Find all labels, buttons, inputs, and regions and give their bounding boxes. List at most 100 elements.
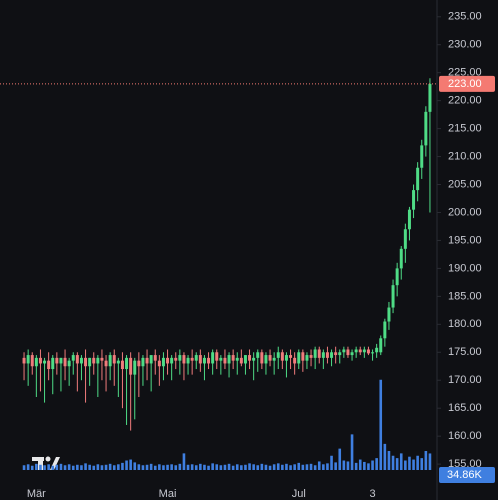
volume-bar [158,464,161,470]
candle-body [375,347,379,353]
volume-bar [182,453,186,470]
candle-body [141,357,145,367]
candle-body [43,360,47,364]
candle-body [96,357,100,364]
volume-bar [67,464,71,470]
volume-bar [55,464,59,470]
candle-body [79,357,83,364]
volume-bar [211,463,214,470]
volume-bar [408,456,411,470]
candle-body [125,357,129,370]
candle-body [256,352,260,358]
volume-bar [252,464,255,470]
candle-body [338,352,342,356]
candle-body [88,357,92,367]
volume-bar [215,464,219,470]
volume-bar [186,464,190,470]
volume-bar [326,463,329,470]
y-tick-label: 170.00 [448,374,482,386]
candle-body [407,209,411,230]
volume-bar [194,465,198,470]
volume-bar [174,465,178,470]
candle-body [424,111,428,146]
candle-body [34,357,38,367]
volume-bar [35,463,38,470]
volume-bar [112,465,116,470]
candle-body [178,355,182,361]
candle-body [161,357,165,367]
volume-bar [125,460,128,470]
volume-bar [84,463,87,470]
candle-body [293,357,297,364]
volume-bar [375,458,378,470]
volume-bar [199,463,202,470]
volume-bar [63,465,67,470]
volume-bar [145,464,149,470]
volume-bar [268,465,272,470]
volume-bar [231,465,235,470]
volume-bar [235,464,239,470]
volume-bar [133,462,137,470]
volume-bar [108,463,112,470]
candle-body [55,357,59,364]
candle-body [362,349,366,353]
volume-bar [342,460,346,470]
volume-bar [244,464,247,470]
y-tick-label: 205.00 [448,178,482,190]
volume-bar [371,460,374,470]
candle-body [297,352,301,364]
candle-body [330,352,334,358]
candle-body [84,357,88,367]
volume-bar [92,465,96,470]
y-tick-label: 190.00 [448,262,482,274]
volume-bar [367,463,370,470]
candle-body [51,357,55,370]
candle-body [227,355,231,364]
candle-body [166,357,170,364]
volume-bar [178,463,182,470]
candle-body [276,352,280,358]
candle-body [379,338,383,353]
volume-bar [100,465,104,470]
candle-body [264,355,268,364]
candle-body [194,355,198,361]
volume-bar [334,462,337,470]
candle-body [38,357,42,364]
candle-body [219,357,223,361]
volume-bar [358,459,362,470]
volume-bar [301,464,305,470]
volume-bar [264,464,268,470]
candle-body [63,357,67,367]
candle-body [399,248,403,269]
y-tick-label: 180.00 [448,318,482,330]
volume-bar [424,451,428,470]
last-volume-label: 34.86K [447,469,483,481]
volume-bar [39,464,42,470]
last-price-box [439,75,495,92]
volume-bar [412,459,415,470]
volume-bar [129,459,132,470]
candle-body [129,357,133,375]
candle-body [235,357,239,361]
volume-bar [141,465,145,470]
candle-body [145,357,149,364]
volume-bar [416,455,419,470]
volume-bar [240,465,243,470]
candle-body [325,352,329,358]
candle-body [190,357,194,361]
volume-bar [153,465,157,470]
volume-bar [88,464,91,470]
candle-body [30,355,34,367]
volume-bar [71,465,75,470]
volume-bar [395,458,399,470]
volume-bar [309,463,313,470]
volume-bar [51,465,55,470]
candle-body [71,355,75,361]
candle-body [231,355,235,361]
y-tick-label: 210.00 [448,150,482,162]
candle-body [133,360,137,375]
volume-bar [346,461,350,470]
volume-bar [166,464,169,470]
volume-bar [256,465,260,470]
volume-bar [391,455,395,470]
